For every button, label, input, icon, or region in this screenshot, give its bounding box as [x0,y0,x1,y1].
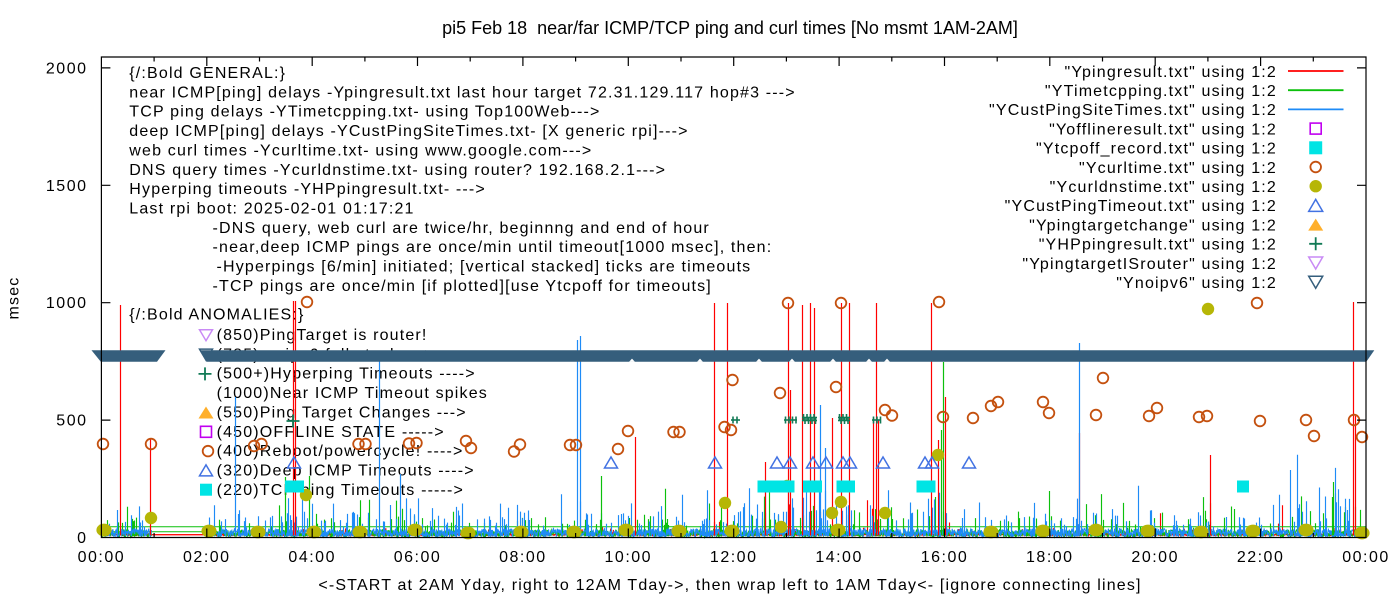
svg-text:10:00: 10:00 [605,549,653,566]
svg-text:12:00: 12:00 [710,549,758,566]
svg-text:"Ypingtargetchange" using 1:2: "Ypingtargetchange" using 1:2 [1029,217,1277,234]
svg-text:(220)TCP ping Timeouts ----->: (220)TCP ping Timeouts -----> [217,482,464,499]
svg-text:1000: 1000 [46,295,88,312]
svg-text:00:00: 00:00 [1342,549,1390,566]
svg-text:<-START at 2AM Yday, right to: <-START at 2AM Yday, right to 12AM Tday-… [318,577,1141,594]
svg-text:(850)PingTarget is router!: (850)PingTarget is router! [217,327,428,344]
svg-text:0: 0 [77,530,87,547]
svg-text:DNS query times -Ycurldnstime.: DNS query times -Ycurldnstime.txt- using… [129,162,666,179]
svg-text:(320)Deep ICMP Timeouts ---->: (320)Deep ICMP Timeouts ----> [217,463,475,480]
svg-text:500: 500 [56,413,87,430]
svg-text:22:00: 22:00 [1237,549,1285,566]
svg-text:{/:Bold GENERAL:}: {/:Bold GENERAL:} [129,65,286,82]
svg-text:06:00: 06:00 [394,549,442,566]
svg-text:"Ycurltime.txt" using 1:2: "Ycurltime.txt" using 1:2 [1079,160,1277,177]
svg-text:(550)Ping Target Changes --->: (550)Ping Target Changes ---> [217,404,467,421]
svg-text:(500+)Hyperping Timeouts ---->: (500+)Hyperping Timeouts ----> [217,366,476,383]
svg-text:"Yofflineresult.txt" using 1:2: "Yofflineresult.txt" using 1:2 [1049,121,1277,138]
svg-text:"YHPpingresult.txt" using 1:2: "YHPpingresult.txt" using 1:2 [1039,237,1277,254]
svg-text:20:00: 20:00 [1131,549,1179,566]
svg-text:(450)OFFLINE STATE ----->: (450)OFFLINE STATE -----> [217,424,445,441]
svg-text:web curl times -Ycurltime.txt-: web curl times -Ycurltime.txt- using www… [128,142,592,159]
svg-text:near ICMP[ping] delays -Ypingr: near ICMP[ping] delays -Ypingresult.txt … [129,84,796,101]
svg-text:TCP ping delays -YTimetcpping.: TCP ping delays -YTimetcpping.txt- using… [129,104,600,121]
svg-text:Last rpi boot: 2025-02-01 01:1: Last rpi boot: 2025-02-01 01:17:21 [129,201,414,218]
svg-text:"YCustPingSiteTimes.txt" using: "YCustPingSiteTimes.txt" using 1:2 [989,102,1277,119]
svg-text:{/:Bold ANOMALIES:}: {/:Bold ANOMALIES:} [129,307,304,324]
svg-text:16:00: 16:00 [921,549,969,566]
svg-text:04:00: 04:00 [288,549,336,566]
svg-text:-Hyperpings [6/min] initiated;: -Hyperpings [6/min] initiated; [vertical… [217,259,752,276]
svg-text:08:00: 08:00 [499,549,547,566]
svg-text:"Ypingresult.txt" using 1:2: "Ypingresult.txt" using 1:2 [1064,64,1277,81]
svg-text:18:00: 18:00 [1026,549,1074,566]
svg-text:Hyperping timeouts -YHPpingres: Hyperping timeouts -YHPpingresult.txt- -… [129,181,486,198]
svg-text:(1000)Near ICMP Timeout spikes: (1000)Near ICMP Timeout spikes [217,385,488,402]
svg-text:pi5 Feb 18 near/far ICMP/TCP: pi5 Feb 18 near/far ICMP/TCP ping and cu… [442,18,1018,38]
svg-text:"YCustPingTimeout.txt" using 1: "YCustPingTimeout.txt" using 1:2 [1005,198,1277,215]
svg-text:-TCP pings are once/min [if pl: -TCP pings are once/min [if plotted][use… [213,278,712,295]
svg-text:deep ICMP[ping] delays -YCustP: deep ICMP[ping] delays -YCustPingSiteTim… [129,123,688,140]
svg-text:"Ytcpoff_record.txt" using 1:2: "Ytcpoff_record.txt" using 1:2 [1036,141,1277,158]
svg-text:02:00: 02:00 [183,549,231,566]
svg-text:-DNS query, web curl are twice: -DNS query, web curl are twice/hr, begin… [213,220,710,237]
svg-text:2000: 2000 [46,60,88,77]
svg-text:(400)Reboot/powercycle! ---->: (400)Reboot/powercycle! ----> [217,443,464,460]
svg-text:msec: msec [6,277,23,320]
svg-text:"YTimetcpping.txt" using 1:2: "YTimetcpping.txt" using 1:2 [1045,83,1277,100]
svg-text:"YpingtargetISrouter" using 1:: "YpingtargetISrouter" using 1:2 [1022,256,1277,273]
svg-text:14:00: 14:00 [815,549,863,566]
svg-text:00:00: 00:00 [78,549,126,566]
svg-text:"Ycurldnstime.txt" using 1:2: "Ycurldnstime.txt" using 1:2 [1050,179,1277,196]
svg-text:"Ynoipv6" using 1:2: "Ynoipv6" using 1:2 [1116,275,1277,292]
svg-text:1500: 1500 [46,178,88,195]
svg-text:-near,deep ICMP pings are once: -near,deep ICMP pings are once/min until… [213,239,773,256]
